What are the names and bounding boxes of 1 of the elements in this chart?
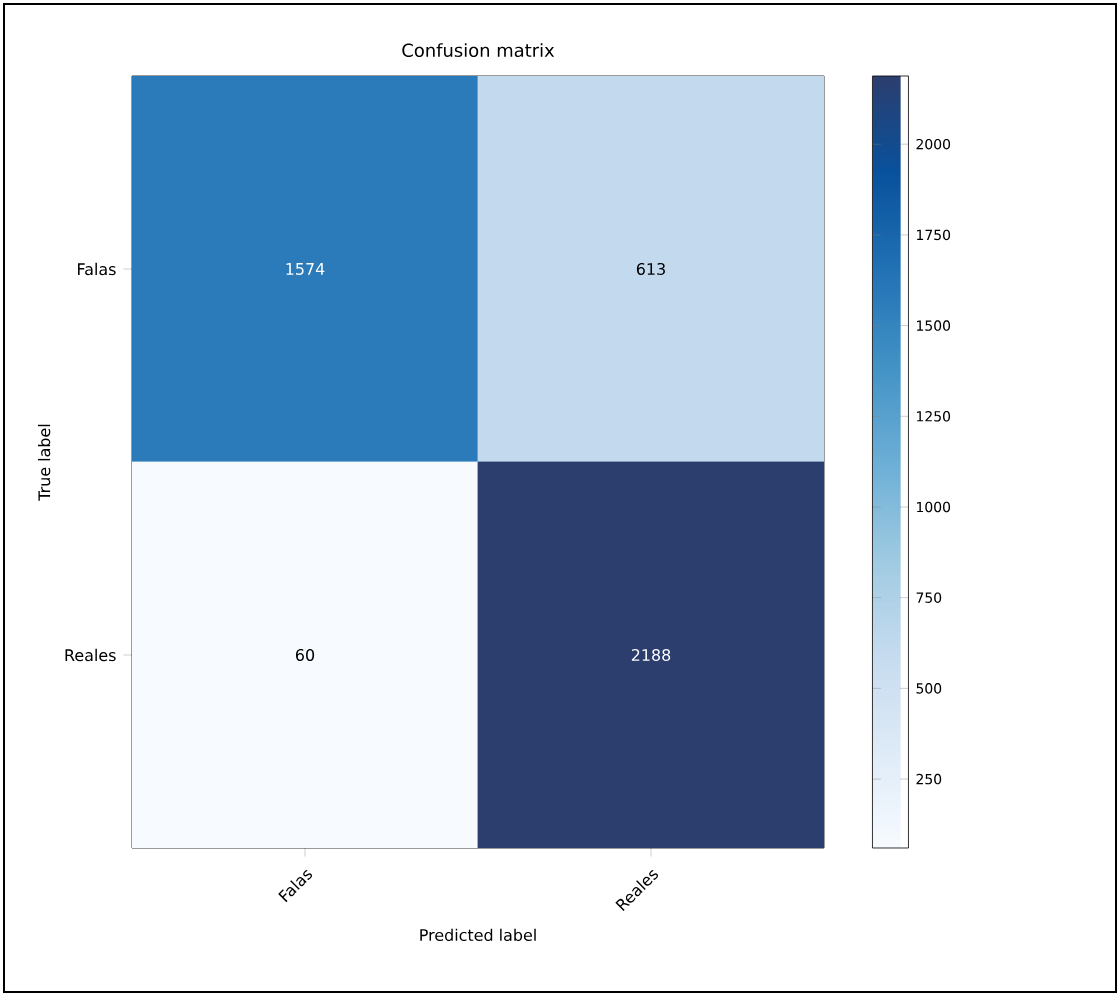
chart-title: Confusion matrix [402,43,555,58]
